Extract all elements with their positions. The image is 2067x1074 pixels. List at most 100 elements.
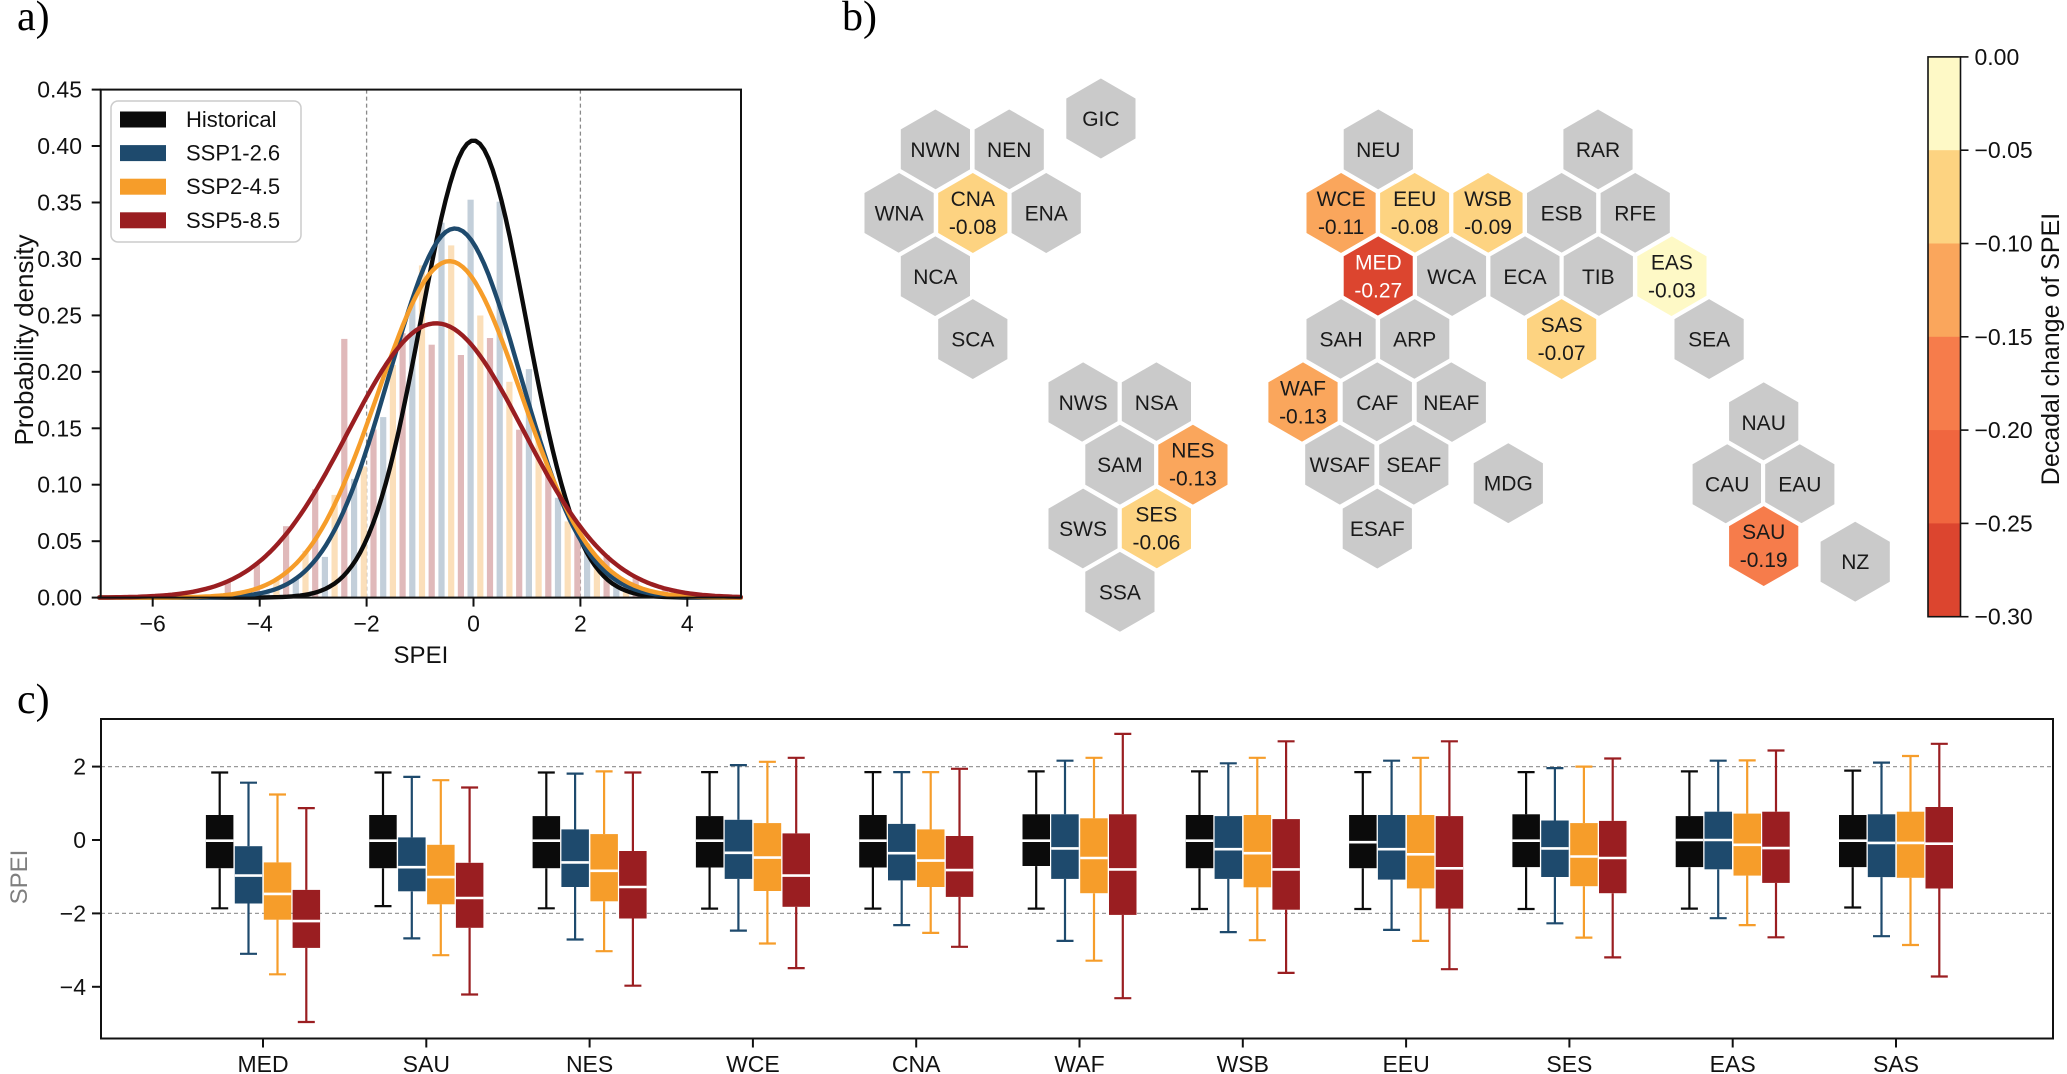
svg-text:-0.08: -0.08: [1391, 216, 1439, 239]
svg-text:SSA: SSA: [1099, 581, 1141, 604]
svg-text:SES: SES: [1546, 1051, 1592, 1074]
svg-text:SAU: SAU: [1742, 521, 1785, 544]
svg-text:0.15: 0.15: [37, 415, 82, 441]
svg-text:CAU: CAU: [1705, 474, 1749, 497]
svg-text:ESB: ESB: [1541, 203, 1583, 226]
svg-text:NEU: NEU: [1356, 139, 1400, 162]
svg-text:NZ: NZ: [1841, 551, 1869, 574]
svg-text:0.35: 0.35: [37, 190, 82, 216]
svg-text:0: 0: [467, 611, 480, 637]
svg-text:WNA: WNA: [875, 203, 924, 226]
svg-text:-0.03: -0.03: [1648, 279, 1696, 302]
svg-text:RAR: RAR: [1576, 139, 1620, 162]
svg-text:−0.25: −0.25: [1975, 510, 2033, 536]
svg-text:GIC: GIC: [1082, 108, 1119, 131]
svg-text:EEU: EEU: [1382, 1051, 1429, 1074]
svg-text:2: 2: [73, 754, 86, 780]
svg-text:SEAF: SEAF: [1386, 454, 1441, 477]
svg-text:-0.07: -0.07: [1538, 342, 1586, 365]
svg-text:−0.15: −0.15: [1975, 324, 2033, 350]
svg-text:Historical: Historical: [186, 107, 276, 132]
svg-text:-0.08: -0.08: [949, 216, 997, 239]
svg-text:SSP1-2.6: SSP1-2.6: [186, 141, 280, 166]
svg-text:-0.13: -0.13: [1169, 468, 1217, 491]
svg-text:a): a): [17, 0, 50, 40]
svg-text:SPEI: SPEI: [6, 850, 33, 905]
svg-text:−4: −4: [247, 611, 273, 637]
svg-text:WCE: WCE: [726, 1051, 780, 1074]
svg-text:WSB: WSB: [1464, 188, 1512, 211]
svg-text:0.30: 0.30: [37, 246, 82, 272]
svg-text:WCA: WCA: [1427, 266, 1476, 289]
svg-text:0.05: 0.05: [37, 528, 82, 554]
svg-text:EAU: EAU: [1778, 474, 1821, 497]
svg-text:−0.10: −0.10: [1975, 231, 2033, 257]
svg-text:NWS: NWS: [1059, 392, 1108, 415]
svg-text:0.25: 0.25: [37, 302, 82, 328]
svg-text:WCE: WCE: [1317, 188, 1366, 211]
svg-text:CNA: CNA: [892, 1051, 941, 1074]
svg-text:0.00: 0.00: [1975, 44, 2020, 70]
svg-text:c): c): [17, 677, 50, 723]
svg-text:b): b): [842, 0, 877, 40]
svg-text:CAF: CAF: [1356, 392, 1398, 415]
svg-text:NEAF: NEAF: [1423, 392, 1479, 415]
svg-text:0.40: 0.40: [37, 133, 82, 159]
svg-text:-0.06: -0.06: [1132, 532, 1180, 555]
svg-text:SAS: SAS: [1541, 314, 1583, 337]
svg-text:ENA: ENA: [1025, 203, 1068, 226]
svg-text:-0.19: -0.19: [1740, 549, 1788, 572]
svg-text:MED: MED: [237, 1051, 288, 1074]
svg-text:ARP: ARP: [1393, 329, 1436, 352]
svg-text:0.00: 0.00: [37, 585, 82, 611]
svg-text:Decadal change of SPEI: Decadal change of SPEI: [2037, 213, 2065, 485]
svg-text:−2: −2: [60, 900, 86, 926]
svg-text:EEU: EEU: [1393, 188, 1436, 211]
svg-text:2: 2: [574, 611, 587, 637]
svg-text:WSB: WSB: [1217, 1051, 1269, 1074]
svg-text:0: 0: [73, 827, 86, 853]
svg-text:SAS: SAS: [1873, 1051, 1919, 1074]
svg-text:-0.09: -0.09: [1464, 216, 1512, 239]
svg-text:0.45: 0.45: [37, 77, 82, 103]
svg-text:0.20: 0.20: [37, 359, 82, 385]
svg-text:Probability density: Probability density: [9, 235, 39, 446]
svg-text:SES: SES: [1135, 504, 1177, 527]
svg-text:SCA: SCA: [951, 329, 994, 352]
svg-text:ECA: ECA: [1503, 266, 1546, 289]
svg-text:NES: NES: [566, 1051, 613, 1074]
svg-text:ESAF: ESAF: [1350, 518, 1405, 541]
svg-text:NAU: NAU: [1742, 412, 1786, 435]
svg-text:EAS: EAS: [1651, 251, 1693, 274]
svg-text:−0.30: −0.30: [1975, 604, 2033, 630]
svg-text:−0.05: −0.05: [1975, 137, 2033, 163]
svg-text:NEN: NEN: [987, 139, 1031, 162]
svg-text:-0.27: -0.27: [1354, 279, 1402, 302]
svg-text:SAM: SAM: [1097, 454, 1143, 477]
svg-text:CNA: CNA: [951, 188, 995, 211]
svg-text:MDG: MDG: [1484, 473, 1533, 496]
svg-text:WAF: WAF: [1280, 377, 1326, 400]
svg-text:0.10: 0.10: [37, 472, 82, 498]
svg-text:−4: −4: [60, 974, 86, 1000]
svg-text:EAS: EAS: [1710, 1051, 1756, 1074]
svg-text:RFE: RFE: [1614, 203, 1656, 226]
svg-text:-0.11: -0.11: [1318, 216, 1364, 239]
svg-text:WAF: WAF: [1054, 1051, 1104, 1074]
svg-text:NSA: NSA: [1135, 392, 1178, 415]
svg-text:SAH: SAH: [1320, 329, 1363, 352]
svg-text:-0.13: -0.13: [1279, 405, 1327, 428]
svg-text:SEA: SEA: [1688, 329, 1730, 352]
svg-text:4: 4: [681, 611, 694, 637]
svg-text:SWS: SWS: [1059, 518, 1107, 541]
svg-text:SSP2-4.5: SSP2-4.5: [186, 174, 280, 199]
svg-text:SPEI: SPEI: [394, 642, 449, 669]
svg-text:MED: MED: [1355, 251, 1402, 274]
svg-text:−0.20: −0.20: [1975, 417, 2033, 443]
svg-text:NWN: NWN: [910, 139, 960, 162]
svg-text:NCA: NCA: [913, 266, 957, 289]
svg-text:NES: NES: [1171, 440, 1214, 463]
svg-text:SAU: SAU: [403, 1051, 450, 1074]
svg-text:TIB: TIB: [1582, 266, 1615, 289]
svg-text:SSP5-8.5: SSP5-8.5: [186, 208, 280, 233]
